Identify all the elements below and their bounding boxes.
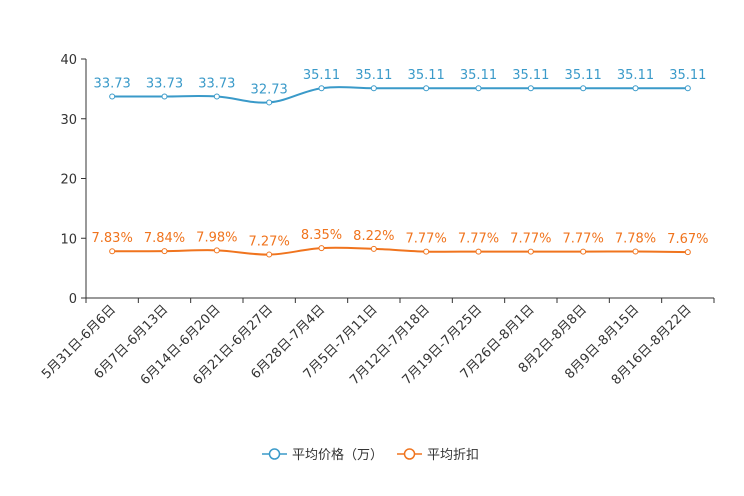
data-label: 35.11 <box>355 68 392 83</box>
legend-item-0[interactable]: 平均价格（万） <box>262 447 383 463</box>
data-point[interactable] <box>527 248 534 255</box>
data-label: 35.11 <box>669 68 706 83</box>
data-label: 7.84% <box>144 231 185 246</box>
data-point[interactable] <box>266 251 273 258</box>
data-point[interactable] <box>684 249 691 256</box>
data-label: 35.11 <box>565 68 602 83</box>
data-label: 7.67% <box>667 232 708 247</box>
legend-marker-icon <box>268 448 281 460</box>
data-point[interactable] <box>161 248 168 255</box>
data-point[interactable] <box>109 248 116 255</box>
data-label: 33.73 <box>198 76 235 91</box>
data-point[interactable] <box>213 93 220 100</box>
y-tick-label: 20 <box>60 173 77 188</box>
legend-label: 平均价格（万） <box>292 447 383 463</box>
data-label: 7.77% <box>458 232 499 247</box>
y-tick-label: 40 <box>60 53 77 68</box>
data-point[interactable] <box>580 85 587 92</box>
data-label: 35.11 <box>408 68 445 83</box>
data-label: 33.73 <box>94 76 131 91</box>
data-point[interactable] <box>370 85 377 92</box>
data-label: 32.73 <box>251 82 288 97</box>
data-point[interactable] <box>213 247 220 254</box>
legend[interactable]: 平均价格（万） 平均折扣 <box>262 447 479 463</box>
data-point[interactable] <box>161 93 168 100</box>
series-layer: 33.73 33.73 33.73 32.73 35.11 35.11 35.11 35.11… <box>92 68 708 258</box>
data-point[interactable] <box>266 99 273 106</box>
data-point[interactable] <box>370 245 377 252</box>
series-1: 7.83% 7.84% 7.98% 7.27% 8.35% 8.22% 7.77% 7.77%… <box>92 228 708 258</box>
data-point[interactable] <box>475 248 482 255</box>
data-label: 7.77% <box>406 232 447 247</box>
legend-label: 平均折扣 <box>427 448 479 463</box>
data-point[interactable] <box>684 85 691 92</box>
legend-item-1[interactable]: 平均折扣 <box>397 448 479 463</box>
data-point[interactable] <box>109 93 116 100</box>
y-tick-label: 10 <box>60 232 77 247</box>
data-point[interactable] <box>475 85 482 92</box>
data-point[interactable] <box>423 248 430 255</box>
series-line <box>112 246 688 256</box>
x-axis-ticks: 5月31日-6月6日6月7日-6月13日6月14日-6月20日6月21日-6月2… <box>39 298 715 388</box>
data-label: 7.98% <box>196 230 237 245</box>
data-point[interactable] <box>632 85 639 92</box>
data-label: 7.78% <box>615 232 656 247</box>
series-line <box>112 86 688 104</box>
data-point[interactable] <box>318 85 325 92</box>
data-label: 35.11 <box>512 68 549 83</box>
data-label: 35.11 <box>303 68 340 83</box>
data-label: 35.11 <box>460 68 497 83</box>
legend-marker-icon <box>403 448 416 460</box>
y-axis-ticks: 0 10 20 30 40 <box>60 53 86 307</box>
series-0: 33.73 33.73 33.73 32.73 35.11 35.11 35.11 35.11… <box>94 68 706 106</box>
y-tick-label: 0 <box>69 292 77 307</box>
data-label: 8.22% <box>353 229 394 244</box>
data-label: 7.77% <box>510 232 551 247</box>
data-point[interactable] <box>632 248 639 255</box>
data-point[interactable] <box>580 248 587 255</box>
data-point[interactable] <box>318 245 325 252</box>
axes <box>85 59 714 299</box>
y-tick-label: 30 <box>60 113 77 128</box>
data-label: 7.27% <box>249 235 290 250</box>
data-label: 7.77% <box>563 232 604 247</box>
data-label: 7.83% <box>92 231 133 246</box>
data-point[interactable] <box>527 85 534 92</box>
data-point[interactable] <box>423 85 430 92</box>
data-label: 33.73 <box>146 76 183 91</box>
data-label: 8.35% <box>301 228 342 243</box>
data-label: 35.11 <box>617 68 654 83</box>
